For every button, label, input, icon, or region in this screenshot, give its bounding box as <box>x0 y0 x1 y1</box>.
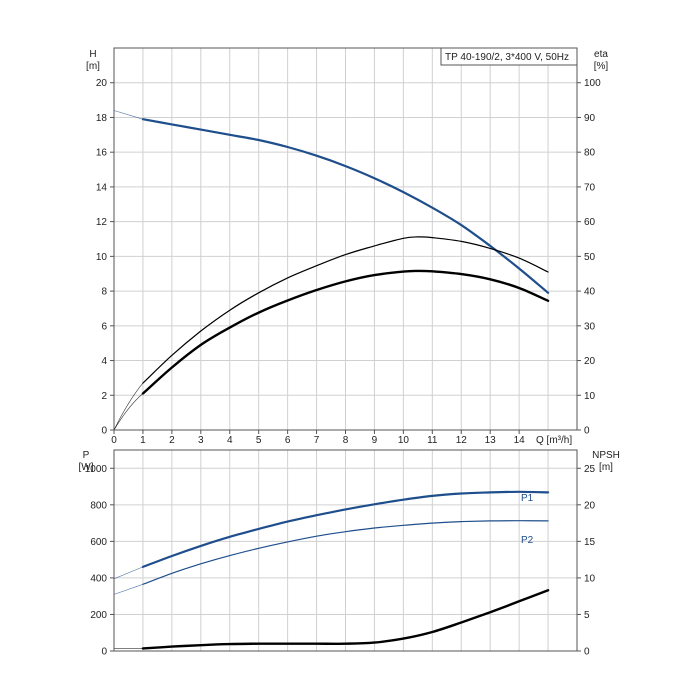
top-left-axis-unit: [m] <box>86 61 100 72</box>
x-tick-label: 8 <box>343 435 349 446</box>
x-tick-label: 11 <box>427 435 438 446</box>
x-tick-label: 6 <box>285 435 291 446</box>
x-tick-label: 1 <box>140 435 146 446</box>
x-tick-label: 5 <box>256 435 262 446</box>
x-tick-label: 0 <box>111 435 117 446</box>
right-tick-label: 5 <box>584 610 590 621</box>
x-tick-label: 10 <box>398 435 410 446</box>
series-line-p1 <box>141 490 550 568</box>
series-extension-h <box>113 110 143 120</box>
series-line-npsh <box>141 589 550 650</box>
x-tick-label: 4 <box>227 435 233 446</box>
top-left-axis-label: H <box>89 49 96 60</box>
x-tick-label: 3 <box>198 435 204 446</box>
right-tick-label: 0 <box>584 426 590 437</box>
x-tick-label: 12 <box>456 435 468 446</box>
left-tick-label: 10 <box>96 252 108 263</box>
left-tick-label: 14 <box>96 182 108 193</box>
x-tick-label: 14 <box>514 435 526 446</box>
bottom-left-axis-unit: [W] <box>79 462 94 473</box>
series-line-eta-total <box>141 269 550 395</box>
x-tick-label: 9 <box>372 435 378 446</box>
bottom-panel-tick-labels: 0 200 400 600 800 1000 0 5 10 15 20 25 <box>85 464 596 658</box>
left-tick-label: 18 <box>96 113 108 124</box>
left-tick-label: 400 <box>90 573 107 584</box>
bottom-left-axis-label: P <box>83 450 90 461</box>
chart-title: TP 40-190/2, 3*400 V, 50Hz <box>445 52 569 63</box>
left-tick-label: 1000 <box>85 464 108 475</box>
left-tick-label: 200 <box>90 610 107 621</box>
left-tick-label: 800 <box>90 500 107 511</box>
right-tick-label: 70 <box>584 182 596 193</box>
left-tick-label: 0 <box>101 426 107 437</box>
top-panel-series <box>113 110 550 431</box>
series-extension-p1 <box>113 566 144 580</box>
right-tick-label: 30 <box>584 321 596 332</box>
left-tick-label: 600 <box>90 537 107 548</box>
left-tick-label: 8 <box>101 287 107 298</box>
right-tick-label: 15 <box>584 537 596 548</box>
right-tick-label: 10 <box>584 391 596 402</box>
series-line-p2 <box>142 520 549 585</box>
bottom-panel-series <box>113 490 550 650</box>
right-tick-label: 60 <box>584 217 596 228</box>
right-tick-label: 20 <box>584 500 596 511</box>
left-tick-label: 0 <box>101 647 107 658</box>
bottom-right-axis-label: NPSH <box>592 450 620 461</box>
series-extension-p2 <box>113 584 143 595</box>
top-panel-grid <box>114 47 577 430</box>
right-tick-label: 50 <box>584 252 596 263</box>
right-tick-label: 0 <box>584 647 590 658</box>
x-tick-label: 13 <box>485 435 497 446</box>
series-line-h <box>141 118 550 294</box>
left-tick-label: 4 <box>101 356 107 367</box>
left-tick-label: 16 <box>96 148 108 159</box>
right-tick-label: 25 <box>584 464 596 475</box>
left-tick-label: 2 <box>101 391 107 402</box>
x-tick-label: 2 <box>169 435 175 446</box>
series-line-eta <box>142 236 549 384</box>
series-label-p1: P1 <box>521 493 534 504</box>
right-tick-label: 90 <box>584 113 596 124</box>
top-right-axis-unit: [%] <box>594 61 609 72</box>
right-tick-label: 40 <box>584 287 596 298</box>
left-tick-label: 6 <box>101 321 107 332</box>
series-extension-eta <box>113 382 144 431</box>
bottom-panel-grid <box>114 449 577 651</box>
top-panel-tick-labels: 0246810121416182001020304050607080901000… <box>96 78 601 446</box>
left-tick-label: 12 <box>96 217 108 228</box>
x-axis-label: Q [m³/h] <box>536 435 572 446</box>
top-right-axis-label: eta <box>594 49 608 60</box>
series-extension-eta-total <box>113 393 144 431</box>
bottom-panel-frame <box>113 449 578 652</box>
right-tick-label: 80 <box>584 148 596 159</box>
right-tick-label: 20 <box>584 356 596 367</box>
left-tick-label: 20 <box>96 78 108 89</box>
bottom-right-axis-unit: [m] <box>599 462 613 473</box>
right-tick-label: 100 <box>584 78 601 89</box>
series-label-p2: P2 <box>521 535 534 546</box>
x-tick-label: 7 <box>314 435 320 446</box>
right-tick-label: 10 <box>584 573 596 584</box>
chart-title-box <box>440 47 578 66</box>
